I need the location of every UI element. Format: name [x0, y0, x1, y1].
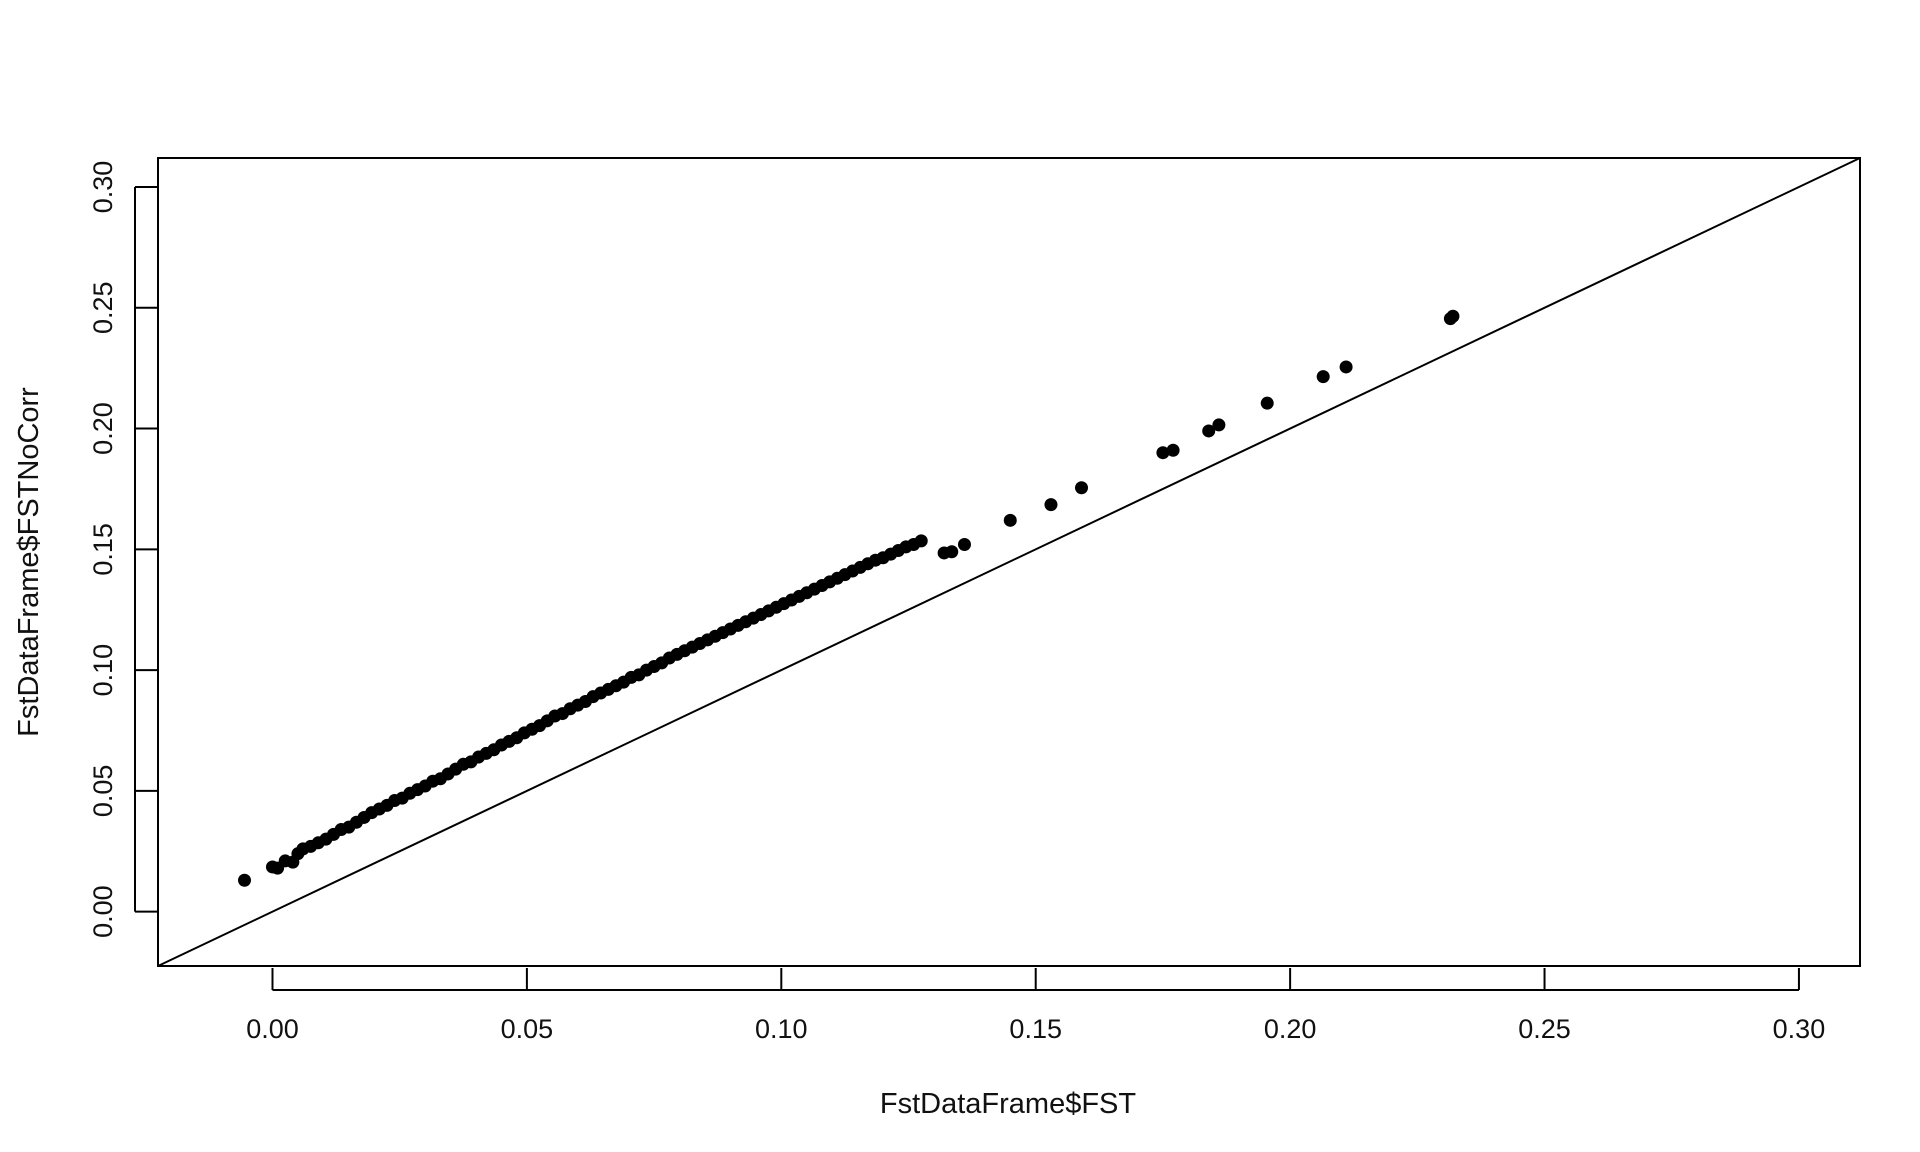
data-point: [1339, 360, 1353, 374]
y-tick-label: 0.20: [88, 402, 118, 455]
data-point: [1260, 396, 1274, 410]
data-point: [1003, 513, 1017, 527]
y-tick-label: 0.00: [88, 885, 118, 938]
data-point: [1316, 370, 1330, 384]
reference-line-layer: [157, 157, 1861, 967]
data-point: [945, 545, 959, 559]
x-axis: 0.00 0.05 0.10 0.15 0.20 0.25 0.30: [246, 968, 1825, 1044]
x-tick-label: 0.10: [755, 1014, 808, 1044]
data-point: [957, 537, 971, 551]
data-point: [1156, 446, 1170, 460]
x-tick-label: 0.00: [246, 1014, 299, 1044]
data-point: [1202, 424, 1216, 438]
data-points-layer: [237, 309, 1460, 887]
data-point: [1075, 481, 1089, 495]
x-tick-label: 0.05: [501, 1014, 554, 1044]
x-axis-title: FstDataFrame$FST: [880, 1088, 1136, 1120]
y-tick-label: 0.10: [88, 644, 118, 697]
x-tick-label: 0.30: [1773, 1014, 1826, 1044]
x-tick-label: 0.25: [1518, 1014, 1571, 1044]
y-tick-label: 0.05: [88, 765, 118, 818]
data-point: [914, 534, 928, 548]
y-tick-label: 0.30: [88, 161, 118, 214]
data-point: [1166, 443, 1180, 457]
plot-box: [157, 157, 1861, 967]
x-tick-label: 0.20: [1264, 1014, 1317, 1044]
y-axis: 0.00 0.05 0.10 0.15 0.20 0.25 0.30: [88, 161, 157, 938]
data-point: [1044, 498, 1058, 512]
y-tick-label: 0.15: [88, 523, 118, 576]
y-axis-title: FstDataFrame$FSTNoCorr: [13, 387, 45, 737]
y-tick-label: 0.25: [88, 281, 118, 334]
reference-line-y-equals-x: [157, 157, 1861, 967]
data-point: [1212, 418, 1226, 432]
x-tick-label: 0.15: [1009, 1014, 1062, 1044]
data-point: [237, 873, 251, 887]
data-point: [1446, 309, 1460, 323]
